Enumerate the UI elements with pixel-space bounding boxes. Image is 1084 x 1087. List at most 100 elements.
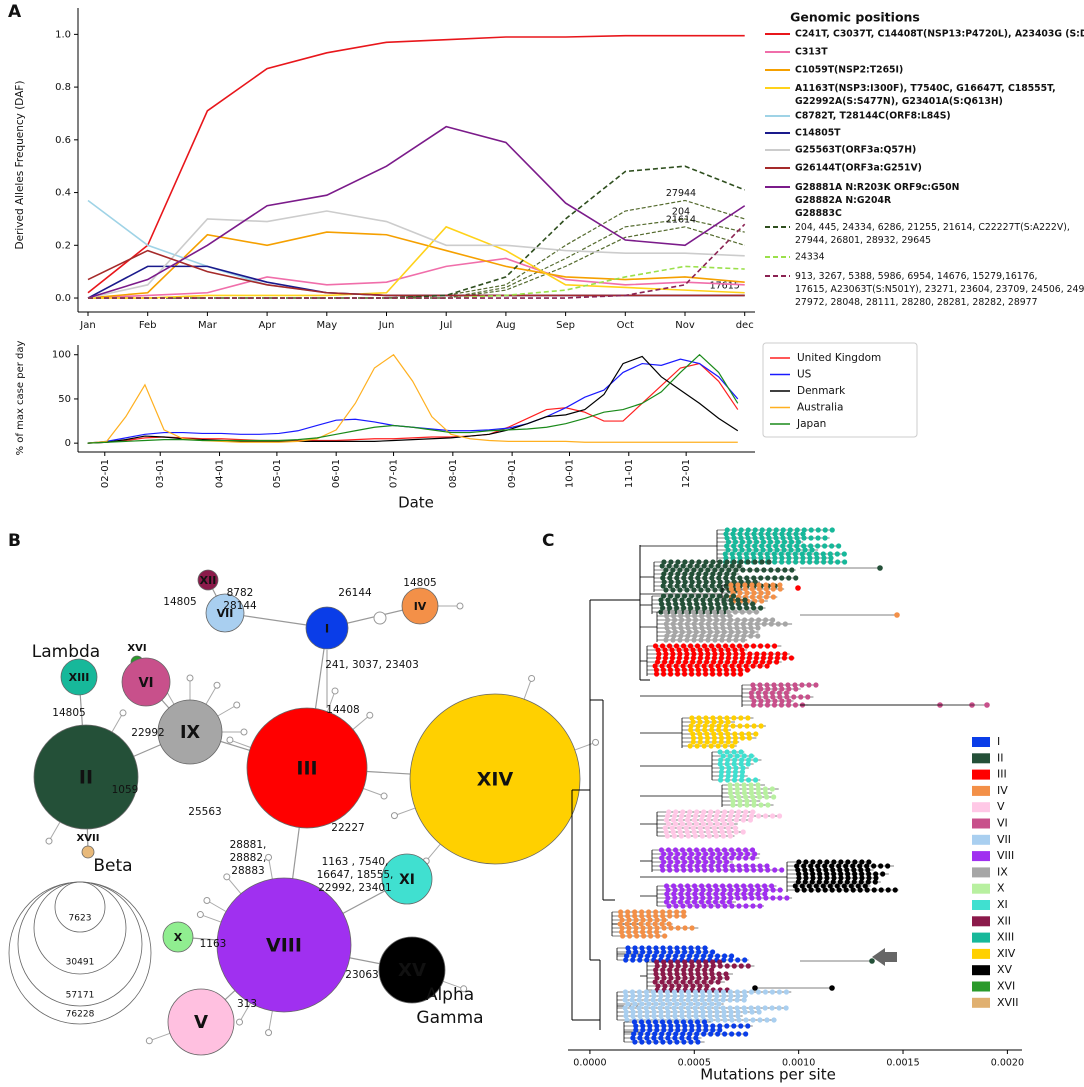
tip	[707, 1009, 713, 1015]
tip	[678, 613, 684, 619]
tip	[843, 887, 849, 893]
tip	[800, 531, 806, 537]
tip	[799, 883, 805, 889]
tip	[759, 543, 765, 549]
node-label: VI	[138, 676, 153, 691]
tip	[745, 579, 751, 585]
tip	[777, 887, 783, 893]
tip	[743, 794, 749, 800]
tip	[728, 597, 734, 603]
tip	[707, 993, 713, 999]
tip	[806, 883, 812, 889]
tip	[829, 543, 835, 549]
tip	[708, 643, 715, 649]
tip	[676, 655, 683, 661]
tip	[729, 809, 735, 815]
tip	[715, 743, 721, 749]
tip	[619, 917, 625, 923]
tip	[671, 989, 678, 995]
tip	[727, 633, 733, 639]
tip	[683, 983, 689, 989]
tip	[796, 859, 802, 865]
tip	[724, 963, 730, 969]
tip	[659, 663, 665, 669]
tip	[663, 883, 670, 889]
tip	[727, 813, 734, 819]
legend-label: C313T	[795, 47, 828, 58]
tip	[751, 686, 757, 692]
tip	[722, 1031, 728, 1037]
tip	[728, 887, 734, 893]
tip	[731, 527, 737, 533]
tip	[708, 1017, 714, 1023]
tip	[745, 963, 751, 969]
tip	[639, 1039, 645, 1045]
tip	[721, 1013, 727, 1019]
tip	[705, 567, 711, 573]
tip	[759, 527, 765, 533]
legend-swatch	[972, 818, 990, 829]
branch	[571, 545, 650, 1030]
tip	[771, 551, 777, 557]
tip	[782, 621, 788, 627]
tip	[696, 715, 702, 721]
tip	[755, 690, 762, 696]
tip	[748, 753, 754, 759]
tip	[656, 651, 662, 657]
tip	[741, 989, 748, 995]
tip	[745, 543, 751, 549]
tip	[727, 997, 733, 1003]
tip	[718, 735, 725, 741]
tip	[779, 686, 785, 692]
tip	[706, 613, 712, 619]
tip	[768, 567, 774, 573]
tip	[815, 543, 821, 549]
tip	[674, 971, 680, 977]
tip	[777, 582, 783, 588]
tip	[626, 917, 632, 923]
tip	[684, 637, 690, 643]
tip	[700, 1009, 706, 1015]
tip	[725, 731, 731, 737]
tip	[763, 594, 770, 600]
y-tick-label: 0.8	[55, 82, 71, 93]
tip	[699, 813, 706, 819]
tip	[716, 727, 722, 733]
tip	[773, 659, 780, 665]
leaf	[265, 1029, 273, 1037]
tip	[674, 967, 680, 973]
tip	[792, 883, 798, 889]
tip	[701, 855, 707, 861]
tip	[764, 863, 770, 869]
tip	[685, 997, 691, 1003]
tip	[682, 579, 688, 585]
tip	[754, 651, 760, 657]
tip	[685, 891, 691, 897]
tip	[696, 959, 702, 965]
x-tick-label: Sep	[556, 320, 575, 331]
tip	[625, 913, 631, 919]
tip	[877, 565, 883, 571]
tip	[701, 1031, 707, 1037]
tip	[733, 829, 739, 835]
tip	[700, 993, 706, 999]
tip	[717, 579, 723, 585]
tip	[663, 829, 669, 835]
tip	[739, 773, 745, 779]
tip	[667, 867, 673, 873]
tip	[735, 629, 741, 635]
tip	[706, 625, 712, 631]
tip	[688, 1039, 694, 1045]
tip	[709, 859, 716, 865]
tip	[701, 663, 707, 669]
tip	[761, 621, 767, 627]
tip	[674, 913, 680, 919]
tip	[729, 663, 735, 669]
tip	[731, 715, 737, 721]
tip	[725, 547, 731, 553]
tip	[729, 601, 735, 607]
tip	[690, 731, 696, 737]
tip	[699, 989, 706, 995]
tip	[837, 879, 843, 885]
tip	[864, 887, 870, 893]
